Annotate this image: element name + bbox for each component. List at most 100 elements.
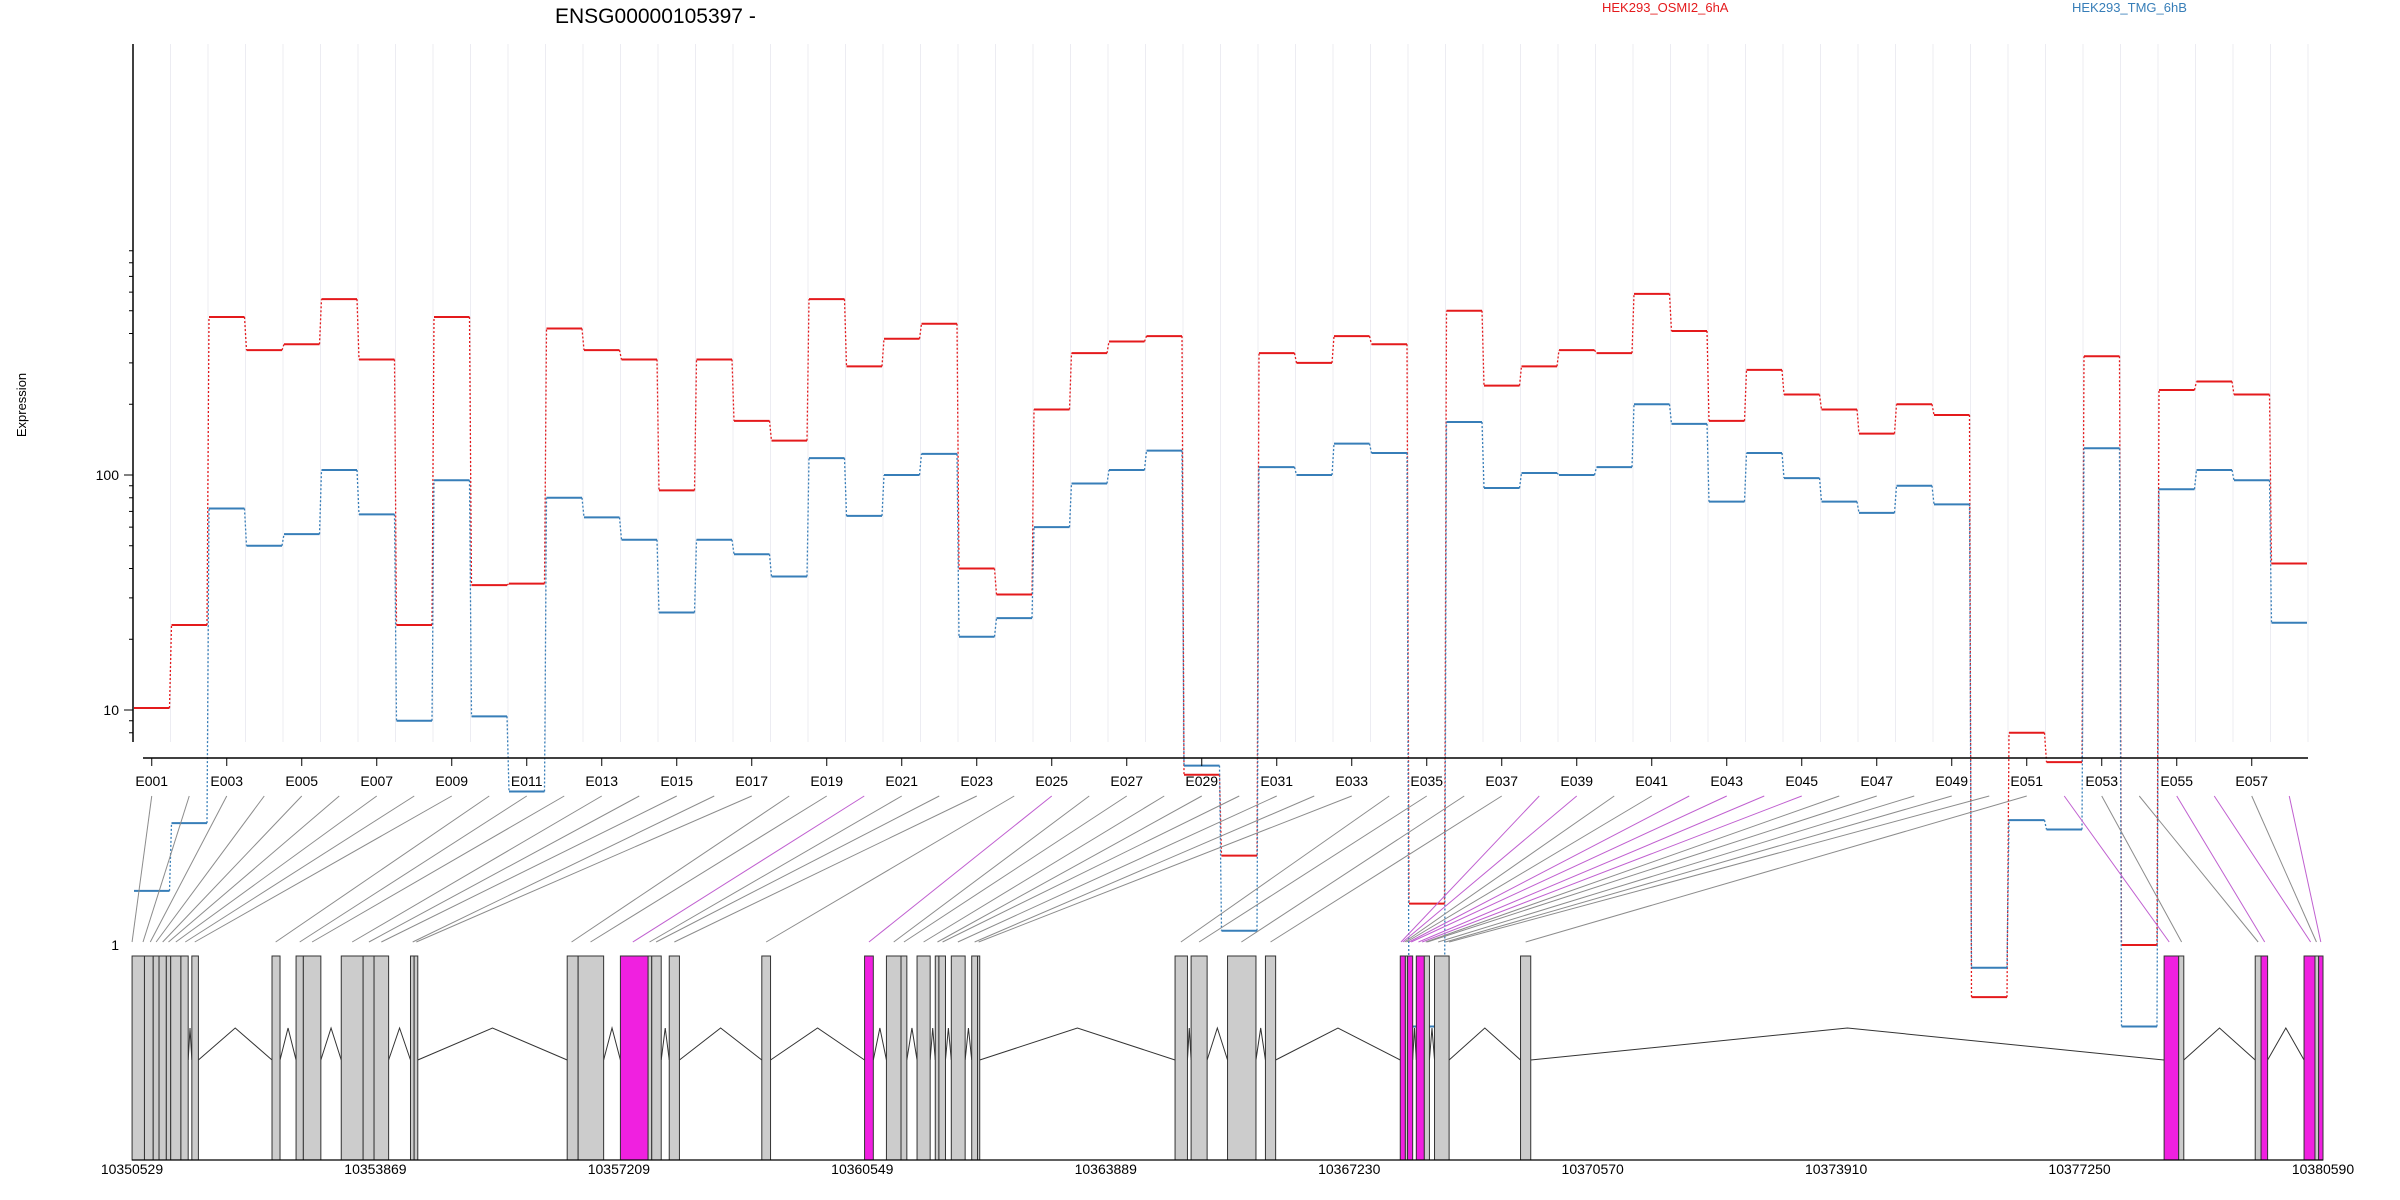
exon-block-highlighted xyxy=(1415,955,1425,1161)
exon-link-line xyxy=(1425,795,1840,943)
exon-block xyxy=(158,955,167,1161)
exon-link-line xyxy=(185,795,415,943)
exon-link-line xyxy=(1180,795,1390,943)
x-tick-label: E039 xyxy=(1560,773,1593,789)
series-connector xyxy=(468,317,473,586)
intron-line xyxy=(679,1027,763,1061)
exon-link-line xyxy=(175,795,378,943)
series-connector xyxy=(956,323,960,569)
intron-line xyxy=(964,1027,973,1061)
exon-connector-lines xyxy=(131,795,2322,943)
x-tick-label: E041 xyxy=(1635,773,1668,789)
series-connector xyxy=(318,299,323,345)
intron-line xyxy=(417,1027,568,1061)
intron-line xyxy=(1255,1027,1266,1061)
exon-link-line xyxy=(351,795,603,943)
exon-link-line xyxy=(571,795,790,943)
series-connector xyxy=(1406,344,1410,904)
genomic-tick-label: 10370570 xyxy=(1562,1161,1625,1177)
series-connector xyxy=(1143,450,1148,471)
series-connector xyxy=(1931,404,1935,416)
x-tick-label: E023 xyxy=(960,773,993,789)
exon-link-line xyxy=(2251,795,2317,943)
series-connector xyxy=(2006,732,2010,998)
exon-link-line xyxy=(368,795,640,943)
exon-link-line xyxy=(632,795,865,943)
exon-block xyxy=(302,955,322,1161)
intron-line xyxy=(944,1027,952,1061)
series-HEK293_TMG_6hB xyxy=(134,403,2307,1028)
intron-line xyxy=(388,1026,411,1061)
series-connector xyxy=(1331,443,1335,476)
series-connector xyxy=(393,359,398,625)
series-connector xyxy=(1293,466,1298,476)
x-tick-label: E015 xyxy=(660,773,693,789)
exon-block-highlighted xyxy=(1407,955,1414,1161)
series-connector xyxy=(1181,450,1185,766)
series-connector xyxy=(2006,820,2010,968)
genomic-tick-label: 10353869 xyxy=(344,1161,407,1177)
exon-link-line xyxy=(142,795,190,943)
exon-block-highlighted xyxy=(2318,955,2324,1161)
exon-block xyxy=(1227,955,1257,1161)
exon-link-line xyxy=(2288,795,2322,943)
exon-link-line xyxy=(162,795,303,943)
intron-line xyxy=(2183,1027,2256,1061)
exon-link-line xyxy=(674,795,977,943)
series-connector xyxy=(2118,448,2123,1027)
exon-link-line xyxy=(903,795,1128,943)
intron-line xyxy=(1428,1027,1436,1061)
series-connector xyxy=(1068,483,1073,528)
series-connector xyxy=(1143,335,1148,342)
exon-link-line xyxy=(590,795,828,943)
exon-link-line xyxy=(2176,795,2266,943)
exon-block xyxy=(271,955,281,1161)
exon-block xyxy=(143,955,154,1161)
series-connector xyxy=(1631,293,1635,354)
intron-line xyxy=(1412,1027,1417,1061)
genomic-tick-label: 10363889 xyxy=(1075,1161,1138,1177)
series-connector xyxy=(1931,485,1935,505)
genomic-tick-label: 10350529 xyxy=(101,1161,164,1177)
series-connector xyxy=(806,299,810,441)
series-connector xyxy=(1331,336,1335,363)
series-connector xyxy=(1481,422,1485,489)
genomic-tick-label: 10357209 xyxy=(588,1161,651,1177)
vertical-gridlines xyxy=(132,44,2309,742)
exon-block-highlighted xyxy=(1399,955,1406,1161)
intron-line xyxy=(906,1027,918,1061)
intron-line xyxy=(1206,1026,1229,1061)
intron-line xyxy=(660,1027,670,1061)
genomic-coordinate-axis: 10350529 10353869 10357209 10360549 10363889… xyxy=(101,1159,2354,1177)
exon-link-line xyxy=(868,795,1053,943)
intron-line xyxy=(1530,1027,2165,1061)
exon-block xyxy=(2314,955,2320,1161)
exon-block xyxy=(2254,955,2262,1161)
series-connector xyxy=(1893,404,1898,434)
exon-block-highlighted xyxy=(2163,955,2180,1161)
x-tick-label: E049 xyxy=(1935,773,1968,789)
y-tick-label: 10 xyxy=(103,702,119,718)
exon-link-line xyxy=(978,795,1352,943)
exon-block xyxy=(900,955,908,1161)
exon-link-line xyxy=(311,795,565,943)
series-connector xyxy=(1631,404,1635,468)
exon-block xyxy=(885,955,902,1161)
series-connector xyxy=(2193,469,2198,490)
series-connector xyxy=(1518,366,1523,386)
y-tick-label: 1 xyxy=(111,937,119,953)
genomic-tick-label: 10377250 xyxy=(2048,1161,2111,1177)
exon-link-line xyxy=(1402,795,1578,943)
series-connector xyxy=(393,514,398,721)
exon-link-line xyxy=(765,795,1015,943)
exon-block xyxy=(977,955,981,1161)
series-connector xyxy=(1481,310,1485,386)
exon-block-highlighted xyxy=(2303,955,2316,1161)
series-connector xyxy=(2043,732,2048,763)
exon-link-line xyxy=(131,795,153,943)
x-tick-label: E007 xyxy=(360,773,393,789)
exon-link-line xyxy=(194,795,452,943)
series-connector xyxy=(1743,453,1748,502)
exon-link-line xyxy=(1198,795,1428,943)
exon-link-line xyxy=(168,795,340,943)
